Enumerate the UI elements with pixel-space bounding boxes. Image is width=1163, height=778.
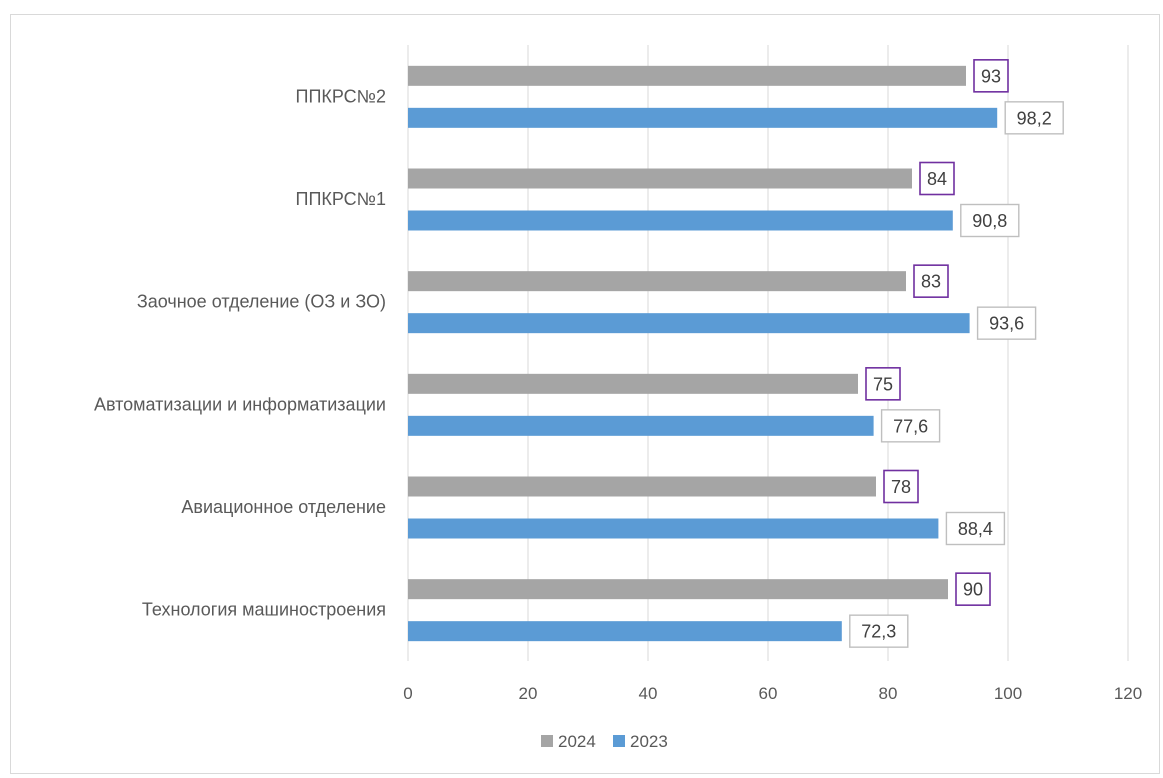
category-label: ППКРС№1 bbox=[296, 189, 386, 209]
chart-frame: 93 98,2 84 90,8 83 93,6 75 77,6 78 88,4 90 72,3 ППК… bbox=[10, 14, 1160, 774]
category-label: ППКРС№2 bbox=[296, 86, 386, 106]
category-labels: ППКРС№2 ППКРС№1 Заочное отделение (ОЗ и ЗО… bbox=[94, 86, 386, 619]
data-label-2023: 72,3 bbox=[849, 614, 909, 648]
x-tick-label: 60 bbox=[759, 684, 778, 703]
x-tick-label: 0 bbox=[403, 684, 412, 703]
legend-label-2024: 2024 bbox=[558, 732, 596, 751]
bar-2024-заочное-отделение-оз-и-зо bbox=[408, 271, 906, 292]
data-labels: 93 98,2 84 90,8 83 93,6 75 77,6 78 88,4 90 72,3 bbox=[849, 59, 1064, 648]
data-label-2024: 75 bbox=[865, 367, 901, 401]
legend-swatch-2023 bbox=[613, 735, 625, 747]
data-label-text: 84 bbox=[927, 169, 947, 189]
data-label-2023: 93,6 bbox=[976, 306, 1037, 340]
data-label-text: 88,4 bbox=[958, 519, 993, 539]
data-label-box bbox=[913, 264, 949, 298]
data-label-2023: 98,2 bbox=[1004, 101, 1064, 135]
bar-2023-ппкрс№2 bbox=[408, 107, 998, 128]
data-label-text: 72,3 bbox=[861, 622, 896, 642]
data-label-text: 98,2 bbox=[1017, 108, 1052, 128]
x-tick-label: 20 bbox=[519, 684, 538, 703]
legend: 2024 2023 bbox=[541, 732, 668, 751]
data-label-box bbox=[880, 409, 941, 443]
x-axis-ticks: 0 20 40 60 80 100 120 bbox=[403, 684, 1142, 703]
data-label-2023: 88,4 bbox=[945, 511, 1006, 546]
legend-label-2023: 2023 bbox=[630, 732, 668, 751]
data-label-2023: 90,8 bbox=[960, 203, 1020, 238]
bar-2024-ппкрс№1 bbox=[408, 168, 912, 189]
data-label-2024: 90 bbox=[955, 572, 991, 606]
data-label-box bbox=[849, 614, 909, 648]
data-label-text: 78 bbox=[891, 477, 911, 497]
category-label: Авиационное отделение bbox=[181, 497, 386, 517]
data-label-text: 90 bbox=[963, 580, 983, 600]
data-label-2024: 78 bbox=[883, 469, 919, 504]
bar-chart: 93 98,2 84 90,8 83 93,6 75 77,6 78 88,4 90 72,3 ППК… bbox=[94, 45, 1142, 751]
data-label-2024: 93 bbox=[973, 59, 1009, 93]
category-label: Заочное отделение (ОЗ и ЗО) bbox=[137, 292, 386, 312]
data-label-box bbox=[945, 511, 1006, 546]
x-tick-label: 100 bbox=[994, 684, 1022, 703]
bar-2023-заочное-отделение-оз-и-зо bbox=[408, 313, 970, 334]
x-tick-label: 120 bbox=[1114, 684, 1142, 703]
gridlines bbox=[407, 45, 1129, 661]
data-label-box bbox=[865, 367, 901, 401]
category-label: Автоматизации и информатизации bbox=[94, 394, 386, 414]
data-label-box bbox=[960, 203, 1020, 238]
data-label-2024: 84 bbox=[919, 161, 955, 196]
data-label-text: 77,6 bbox=[893, 416, 928, 436]
data-label-text: 90,8 bbox=[972, 211, 1007, 231]
data-label-box bbox=[955, 572, 991, 606]
data-label-box bbox=[976, 306, 1037, 340]
bar-2023-технология-машиностроения bbox=[408, 621, 842, 642]
legend-swatch-2024 bbox=[541, 735, 553, 747]
bar-2024-технология-машиностроения bbox=[408, 579, 948, 600]
data-label-box bbox=[973, 59, 1009, 93]
bar-2023-автоматизации-и-информатизации bbox=[408, 415, 874, 436]
data-label-box bbox=[883, 469, 919, 504]
data-label-text: 93,6 bbox=[989, 314, 1024, 334]
bar-2024-ппкрс№2 bbox=[408, 65, 966, 86]
bar-2024-автоматизации-и-информатизации bbox=[408, 373, 858, 394]
bar-2023-авиационное-отделение bbox=[408, 518, 939, 539]
x-tick-label: 80 bbox=[879, 684, 898, 703]
data-label-text: 83 bbox=[921, 272, 941, 292]
bars bbox=[408, 65, 998, 642]
bar-2024-авиационное-отделение bbox=[408, 476, 876, 497]
data-label-2023: 77,6 bbox=[880, 409, 941, 443]
bar-2023-ппкрс№1 bbox=[408, 210, 953, 231]
data-label-text: 93 bbox=[981, 66, 1001, 86]
data-label-2024: 83 bbox=[913, 264, 949, 298]
data-label-box bbox=[919, 161, 955, 196]
category-label: Технология машиностроения bbox=[142, 600, 386, 620]
data-label-box bbox=[1004, 101, 1064, 135]
x-tick-label: 40 bbox=[639, 684, 658, 703]
data-label-text: 75 bbox=[873, 374, 893, 394]
